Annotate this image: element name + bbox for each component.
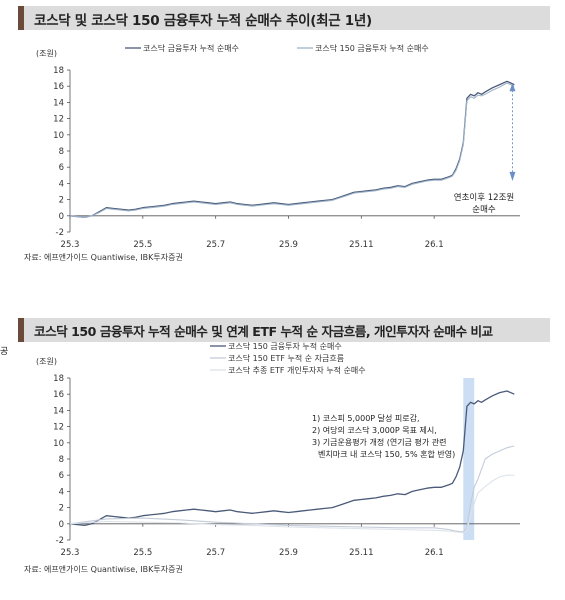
chart-1-series-1-line	[69, 80, 515, 219]
chart-1-title-bar: 코스닥 및 코스닥 150 금융투자 누적 순매수 추이(최근 1년)	[18, 6, 550, 30]
chart-2-xtick-label: 26.1	[425, 548, 444, 558]
chart-1-series-2-line	[69, 82, 515, 218]
chart-1-legend-label: 코스닥 150 금융투자 누적 순매수	[315, 43, 429, 53]
chart-2-xtick-label: 25.7	[206, 548, 225, 558]
chart-1-ytick-label: 0	[59, 212, 64, 222]
chart-1-annotation-text: 연초이후 12조원	[454, 192, 514, 203]
chart-2-legend-label: 코스닥 150 ETF 누적 순 자금흐름	[228, 353, 344, 363]
chart-2-xtick-label: 25.5	[133, 548, 152, 558]
chart-2-ytick-label: 2	[59, 504, 64, 514]
chart-2-ytick-label: 4	[59, 487, 64, 497]
chart-2-series-1-line	[69, 390, 515, 527]
chart-2-xtick-label: 25.11	[349, 548, 373, 558]
chart-2-ytick-label: 8	[59, 455, 64, 465]
chart-1-ytick-label: 12	[53, 115, 64, 125]
chart-1-xtick-label: 25.9	[279, 240, 298, 250]
chart-2-ylabel: (조원)	[36, 357, 57, 366]
chart-1-legend-label: 코스닥 금융투자 누적 순매수	[143, 43, 239, 53]
chart-2-title-bar: 코스닥 150 금융투자 누적 순매수 및 연계 ETF 누적 순 자금흐름, …	[18, 318, 550, 342]
chart-2-legend-label: 코스닥 추종 ETF 개인투자자 누적 순매수	[228, 365, 366, 375]
chart-2-series-3-line	[69, 474, 515, 534]
chart-2-legend-label: 코스닥 150 금융투자 누적 순매수	[228, 341, 342, 351]
chart-2-annotation-text: 3) 기금운용평가 개정 (연기금 평가 관련	[312, 437, 446, 447]
chart-2-source: 자료: 에프앤가이드 Quantiwise, IBK투자증권	[24, 565, 183, 574]
chart-1-ytick-label: 10	[53, 131, 64, 141]
chart-2-ytick-label: 14	[53, 406, 64, 416]
chart-2-annotation-text: 2) 여당의 코스닥 3,000P 목표 제시,	[312, 425, 437, 435]
chart-1-xtick-label: 26.1	[425, 240, 444, 250]
chart-1-xtick-label: 25.5	[133, 240, 152, 250]
chart-1-ytick-label: 4	[59, 179, 64, 189]
chart-1-ytick-label: 14	[53, 98, 64, 108]
chart-2-xtick-label: 25.3	[61, 548, 80, 558]
chart-1-annotation-text: 순매수	[472, 205, 496, 215]
chart-1-ytick-label: 18	[53, 66, 64, 76]
chart-1-source: 자료: 에프앤가이드 Quantiwise, IBK투자증권	[24, 253, 183, 262]
chart-2-ytick-label: 12	[53, 423, 64, 433]
chart-1-xtick-label: 25.11	[349, 240, 373, 250]
chart-1-ytick-label: 6	[59, 163, 64, 173]
chart-1-annotation-arrowhead-top	[509, 82, 516, 92]
chart-2-annotation-text: 1) 코스피 5,000P 달성 피로감,	[312, 413, 420, 423]
chart-2-xtick-label: 25.9	[279, 548, 298, 558]
chart-2-ytick-label: 10	[53, 439, 64, 449]
chart-2-ytick-label: 16	[53, 390, 64, 400]
chart-1-ytick-label: 16	[53, 82, 64, 92]
chart-2-ytick-label: 18	[53, 374, 64, 384]
chart-panel-2: 코스닥 150 금융투자 누적 순매수 및 연계 ETF 누적 순 자금흐름, …	[0, 312, 565, 600]
chart-1-title: 코스닥 및 코스닥 150 금융투자 누적 순매수 추이(최근 1년)	[34, 13, 372, 29]
chart-1-ylabel: (조원)	[36, 49, 57, 58]
chart-2-ytick-label: -2	[56, 536, 64, 546]
chart-2-ytick-label: 0	[59, 520, 64, 530]
chart-2-highlight-band	[463, 378, 475, 540]
chart-2-title: 코스닥 150 금융투자 누적 순매수 및 연계 ETF 누적 순 자금흐름, …	[34, 324, 493, 339]
chart-1-xtick-label: 25.7	[206, 240, 225, 250]
chart-2-ytick-label: 6	[59, 471, 64, 481]
chart-1-ytick-label: 2	[59, 196, 64, 206]
chart-1-ytick-label: -2	[56, 228, 64, 238]
chart-2-annotation-text: 벤치마크 내 코스닥 150, 5% 혼합 반영)	[318, 449, 455, 459]
chart-1-canvas: (조원) -2 0 2 4 6 8 10 12 14 16 18 25.3 25.5 25.7 25.9 25.…	[36, 43, 520, 250]
chart-panel-1: 코스닥 및 코스닥 150 금융투자 누적 순매수 추이(최근 1년) (조원)…	[0, 0, 565, 280]
chart-1-annotation-arrowhead	[509, 171, 516, 181]
chart-1-xtick-label: 25.3	[61, 240, 80, 250]
stray-char: 공	[0, 347, 9, 357]
chart-1-ytick-label: 8	[59, 147, 64, 157]
chart-2-series-2-line	[69, 445, 515, 533]
chart-2-canvas: (조원) -2 0 2 4 6 8 10 12 14 16 18 25.3 25.5 25.7 25.9 25.…	[36, 341, 520, 558]
